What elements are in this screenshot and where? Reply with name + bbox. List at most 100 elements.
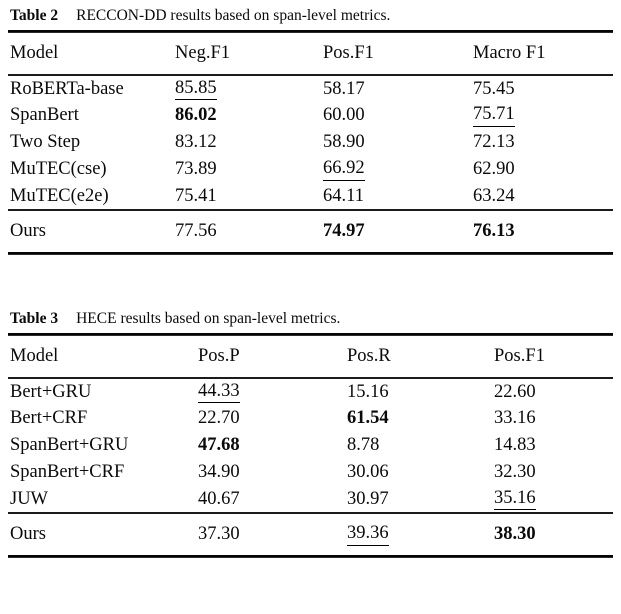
metric-value: 22.60 (494, 381, 536, 402)
model-cell: JUW (10, 488, 49, 509)
metric-value: 76.13 (473, 221, 515, 241)
metric-cell: 47.68 (196, 432, 345, 459)
ours-row: Ours 77.56 74.97 76.13 (8, 209, 613, 252)
metric-cell: 30.97 (345, 486, 492, 513)
metric-cell: 39.36 (345, 512, 492, 555)
model-cell: Bert+GRU (10, 381, 92, 402)
table-3-bottom-rule (8, 555, 613, 558)
table-row: Bert+CRF 22.70 61.54 33.16 (8, 405, 613, 432)
metric-cell: 62.90 (471, 156, 613, 183)
metric-value: 86.02 (175, 105, 217, 125)
table-3: Model Pos.P Pos.R Pos.F1 Bert+GRU 44.33 … (8, 336, 613, 555)
table-3-top-rule (8, 333, 613, 336)
metric-value: 75.45 (473, 78, 515, 99)
column-header-model: Model (8, 33, 173, 76)
metric-cell: 77.56 (173, 209, 321, 252)
metric-cell: 64.11 (321, 183, 471, 210)
metric-value: 73.89 (175, 159, 217, 179)
metric-value: 40.67 (198, 488, 240, 509)
metric-cell: 63.24 (471, 183, 613, 210)
metric-cell: 22.70 (196, 405, 345, 432)
metric-cell: 74.97 (321, 209, 471, 252)
column-header-pos-f1: Pos.F1 (321, 33, 471, 76)
paper-page: Table 2 RECCON-DD results based on span-l… (8, 5, 613, 558)
metric-value: 83.12 (175, 132, 217, 152)
metric-value: 74.97 (323, 221, 365, 241)
metric-value: 75.71 (473, 104, 515, 127)
column-header-pos-p: Pos.P (196, 336, 345, 379)
metric-value: 38.30 (494, 524, 536, 544)
metric-cell: 83.12 (173, 129, 321, 156)
metric-cell: 35.16 (492, 486, 613, 513)
table-3-header-row: Model Pos.P Pos.R Pos.F1 (8, 336, 613, 379)
metric-value: 60.00 (323, 105, 365, 125)
table-2-header-row: Model Neg.F1 Pos.F1 Macro F1 (8, 33, 613, 76)
model-cell: Ours (8, 512, 196, 555)
metric-cell: 8.78 (345, 432, 492, 459)
metric-cell: 72.13 (471, 129, 613, 156)
metric-value: 62.90 (473, 159, 515, 179)
model-cell: RoBERTa-base (10, 78, 124, 99)
table-3-block: Table 3 HECE results based on span-level … (8, 308, 613, 558)
metric-cell: 37.30 (196, 512, 345, 555)
metric-cell: 86.02 (173, 102, 321, 129)
metric-value: 32.30 (494, 462, 536, 482)
table-3-caption: Table 3 HECE results based on span-level … (8, 308, 613, 330)
metric-value: 66.92 (323, 158, 365, 181)
metric-cell: 75.71 (471, 102, 613, 129)
model-cell: SpanBert+CRF (10, 462, 125, 482)
column-header-model: Model (8, 336, 196, 379)
metric-value: 30.97 (347, 488, 389, 509)
model-cell: MuTEC(e2e) (10, 185, 109, 206)
metric-value: 64.11 (323, 185, 364, 206)
metric-value: 61.54 (347, 408, 389, 428)
metric-value: 63.24 (473, 185, 515, 206)
column-header-pos-f1: Pos.F1 (492, 336, 613, 379)
table-2-top-rule (8, 30, 613, 33)
table-2: Model Neg.F1 Pos.F1 Macro F1 RoBERTa-bas… (8, 33, 613, 252)
metric-value: 14.83 (494, 435, 536, 455)
model-cell: MuTEC(cse) (10, 159, 107, 179)
metric-value: 39.36 (347, 523, 389, 546)
ours-row: Ours 37.30 39.36 38.30 (8, 512, 613, 555)
table-row: Two Step 83.12 58.90 72.13 (8, 129, 613, 156)
metric-cell: 34.90 (196, 459, 345, 486)
metric-cell: 38.30 (492, 512, 613, 555)
table-row: SpanBert+GRU 47.68 8.78 14.83 (8, 432, 613, 459)
table-row: MuTEC(e2e) 75.41 64.11 63.24 (8, 183, 613, 210)
table-row: RoBERTa-base 85.85 58.17 75.45 (8, 75, 613, 102)
metric-value: 58.17 (323, 78, 365, 99)
column-header-neg-f1: Neg.F1 (173, 33, 321, 76)
metric-value: 33.16 (494, 408, 536, 428)
metric-value: 44.33 (198, 381, 240, 404)
table-3-caption-label: Table 3 (10, 310, 59, 327)
metric-cell: 30.06 (345, 459, 492, 486)
table-2-caption-label: Table 2 (10, 7, 59, 24)
metric-cell: 32.30 (492, 459, 613, 486)
metric-cell: 60.00 (321, 102, 471, 129)
metric-value: 72.13 (473, 132, 515, 152)
model-cell: Two Step (10, 132, 81, 152)
metric-value: 75.41 (175, 185, 217, 206)
table-2-block: Table 2 RECCON-DD results based on span-l… (8, 5, 613, 255)
model-cell: SpanBert (10, 105, 79, 125)
table-row: Bert+GRU 44.33 15.16 22.60 (8, 378, 613, 405)
table-2-caption: Table 2 RECCON-DD results based on span-l… (8, 5, 613, 27)
metric-cell: 66.92 (321, 156, 471, 183)
metric-value: 30.06 (347, 462, 389, 482)
metric-cell: 85.85 (173, 75, 321, 102)
metric-cell: 75.41 (173, 183, 321, 210)
table-row: SpanBert+CRF 34.90 30.06 32.30 (8, 459, 613, 486)
model-cell: Ours (8, 209, 173, 252)
metric-value: 37.30 (198, 524, 240, 544)
metric-cell: 22.60 (492, 378, 613, 405)
metric-cell: 73.89 (173, 156, 321, 183)
table-2-bottom-rule (8, 252, 613, 255)
metric-cell: 40.67 (196, 486, 345, 513)
metric-cell: 58.17 (321, 75, 471, 102)
table-row: MuTEC(cse) 73.89 66.92 62.90 (8, 156, 613, 183)
table-row: JUW 40.67 30.97 35.16 (8, 486, 613, 513)
metric-value: 35.16 (494, 488, 536, 511)
model-cell: Bert+CRF (10, 408, 88, 428)
model-cell: SpanBert+GRU (10, 435, 129, 455)
